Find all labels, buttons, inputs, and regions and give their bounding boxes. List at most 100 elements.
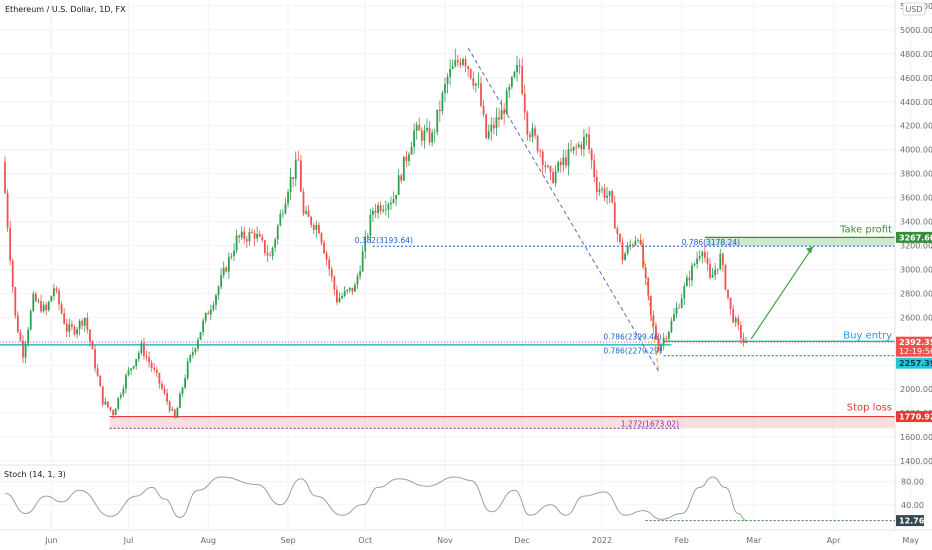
candle-body: [706, 257, 709, 264]
stoch-axis[interactable]: 80.00 40.00: [901, 478, 924, 510]
candle-body: [299, 160, 302, 192]
candle-body: [644, 267, 647, 278]
candle-body: [433, 132, 436, 133]
candle-body: [670, 320, 673, 332]
candle-body: [55, 288, 58, 291]
candle-body: [45, 304, 48, 311]
currency-badge[interactable]: [902, 2, 926, 16]
candle-body: [513, 72, 516, 78]
candle-body: [410, 146, 413, 155]
candle-body: [518, 65, 521, 67]
candle-body: [709, 263, 711, 278]
price-tick-label: 1400.00: [900, 457, 932, 466]
candle-body: [456, 60, 459, 63]
candle-body: [379, 205, 382, 212]
candle-body: [104, 401, 107, 405]
candle-body: [227, 256, 230, 272]
candle-body: [348, 287, 351, 290]
price-tick-label: 4800.00: [900, 50, 932, 59]
candles: [4, 48, 747, 419]
candle-body: [505, 90, 508, 114]
take-profit-label: Take profit: [839, 224, 892, 235]
time-tick-label: Jul: [123, 536, 134, 545]
candle-body: [613, 202, 616, 229]
candle-body: [63, 313, 66, 324]
candle-body: [199, 332, 202, 340]
candle-body: [248, 231, 251, 242]
candle-body: [544, 165, 547, 167]
time-axis[interactable]: Jun Jul Aug Sep Oct Nov Dec 2022 Feb Mar Apr May: [44, 536, 919, 545]
candle-body: [294, 159, 297, 179]
candle-body: [32, 293, 35, 311]
fib-382-label: 0.382(3193.64): [355, 236, 413, 245]
candle-body: [148, 357, 150, 363]
candle-body: [58, 290, 60, 305]
candle-body: [22, 340, 24, 358]
candle-body: [130, 368, 132, 371]
time-tick-label: 2022: [592, 536, 612, 545]
candle-body: [637, 240, 639, 241]
candle-body: [325, 253, 328, 260]
candle-body: [426, 127, 428, 131]
candle-body: [297, 159, 300, 161]
time-tick-label: Jun: [44, 536, 58, 545]
candle-body: [261, 236, 264, 241]
candle-body: [6, 192, 9, 228]
candle-body: [436, 109, 439, 133]
price-tick-label: 4000.00: [900, 146, 932, 155]
candle-body: [34, 293, 37, 302]
candle-body: [642, 244, 645, 268]
candle-body: [444, 83, 446, 93]
candle-body: [745, 342, 747, 344]
candle-body: [184, 378, 187, 388]
candle-body: [65, 323, 68, 332]
candle-body: [402, 156, 405, 181]
candle-body: [281, 213, 284, 215]
candle-body: [125, 375, 127, 389]
candle-body: [86, 317, 89, 330]
candle-body: [209, 309, 212, 315]
candle-body: [390, 202, 392, 205]
take-profit-badge-text: 3267.60: [899, 233, 932, 242]
candle-body: [269, 255, 271, 257]
stoch-tick-label: 80.00: [901, 478, 924, 487]
candle-body: [225, 267, 228, 272]
candle-body: [70, 324, 73, 327]
candle-body: [330, 269, 333, 277]
candle-body: [161, 383, 163, 389]
candle-body: [336, 289, 338, 303]
candle-body: [647, 277, 650, 296]
candle-body: [73, 326, 76, 335]
candle-body: [83, 317, 86, 326]
countdown-badge-text: 12:19:56: [899, 347, 932, 356]
candle-body: [101, 386, 104, 405]
candle-body: [11, 260, 14, 288]
candle-body: [245, 239, 248, 242]
stoch-label[interactable]: Stoch (14, 1, 3): [4, 470, 66, 479]
candle-body: [721, 253, 724, 266]
candle-body: [14, 287, 17, 316]
candle-body: [521, 66, 524, 94]
candle-body: [675, 307, 678, 315]
candle-body: [112, 410, 114, 416]
candle-body: [510, 77, 513, 87]
candle-body: [186, 361, 189, 379]
candle-body: [132, 366, 135, 369]
candle-body: [287, 191, 289, 204]
candle-body: [575, 146, 578, 148]
time-tick-label: Mar: [746, 536, 762, 545]
candle-body: [665, 338, 668, 339]
projection-arrow[interactable]: [750, 246, 814, 340]
candle-body: [492, 124, 495, 129]
symbol-title[interactable]: Ethereum / U.S. Dollar, 1D, FX: [5, 5, 126, 14]
candle-body: [135, 359, 138, 367]
candle-body: [145, 355, 148, 358]
candle-body: [354, 284, 356, 292]
current-price-badge-text: 2392.35: [899, 338, 932, 347]
candle-body: [451, 66, 454, 69]
time-tick-label: Sep: [280, 536, 295, 545]
candle-body: [197, 339, 199, 349]
candle-body: [608, 191, 611, 196]
candle-body: [667, 331, 670, 339]
